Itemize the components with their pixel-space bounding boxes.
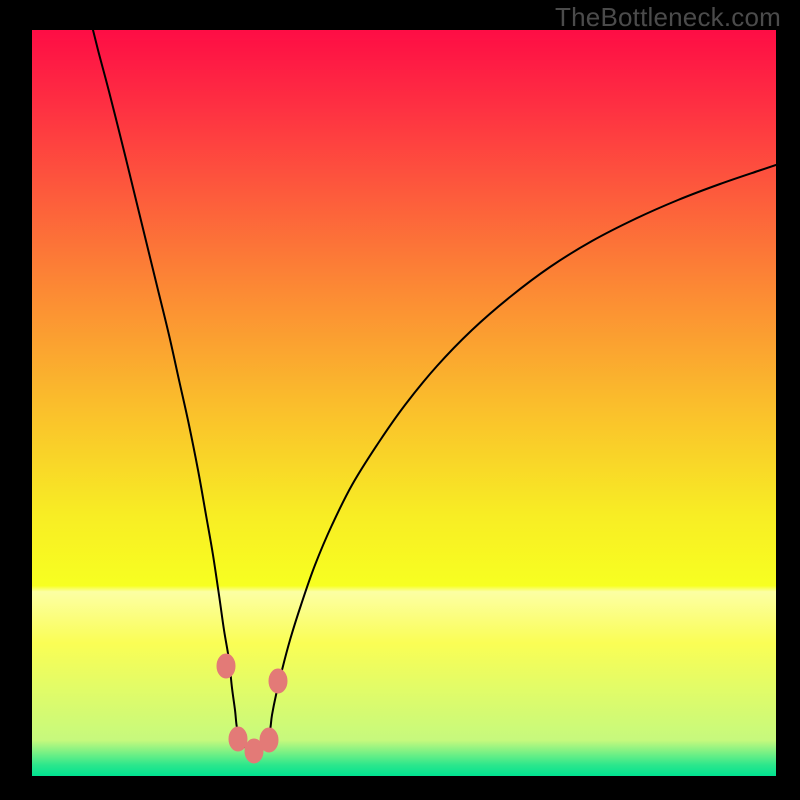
data-marker: [269, 669, 287, 693]
data-marker: [217, 654, 235, 678]
data-marker: [229, 727, 247, 751]
figure-root: TheBottleneck.com: [0, 0, 800, 800]
watermark-text: TheBottleneck.com: [555, 2, 781, 33]
plot-area: [32, 30, 776, 776]
data-marker: [260, 728, 278, 752]
gradient-background: [32, 30, 776, 776]
